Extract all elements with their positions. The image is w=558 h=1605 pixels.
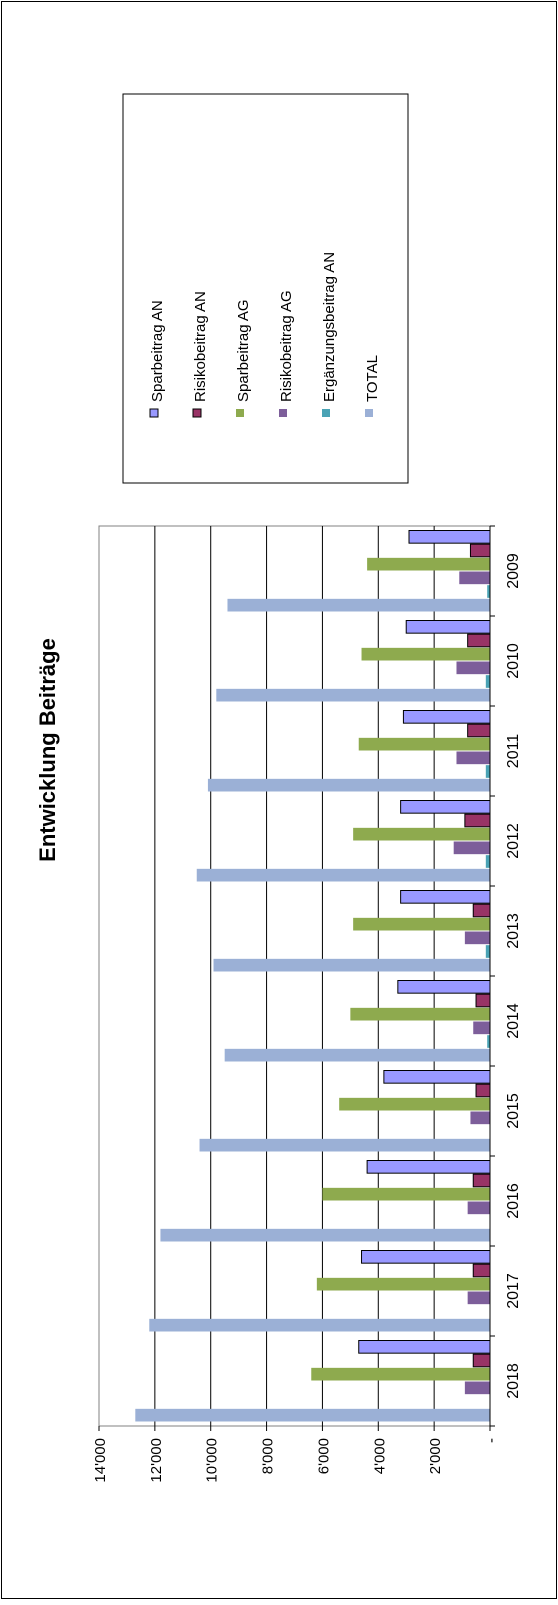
bar <box>408 530 491 544</box>
bar <box>473 1021 490 1035</box>
bar <box>485 675 490 688</box>
category-tick-label: 2015 <box>505 1093 522 1129</box>
legend-label: TOTAL <box>364 355 381 402</box>
value-tick-label: 12'000 <box>148 1438 165 1483</box>
bar <box>135 1408 491 1422</box>
category-tick-label: 2018 <box>505 1363 522 1399</box>
bar <box>475 993 491 1008</box>
bar <box>367 557 490 571</box>
bar <box>196 868 490 882</box>
bar <box>400 800 491 814</box>
bar <box>350 1007 490 1021</box>
bar <box>213 958 490 972</box>
category-tick-label: 2012 <box>505 823 522 859</box>
category-tick-label: 2016 <box>505 1183 522 1219</box>
bar <box>467 1291 490 1305</box>
bar <box>464 931 490 945</box>
value-tick-label: 14'000 <box>92 1438 109 1483</box>
bar <box>322 1187 490 1201</box>
legend-swatch <box>149 408 159 418</box>
bar <box>475 1083 491 1098</box>
value-tick-label: 8'000 <box>260 1438 277 1474</box>
legend-label: Sparbeitrag AG <box>235 299 252 402</box>
bar <box>353 917 490 931</box>
bar <box>456 751 490 765</box>
legend-swatch <box>279 409 287 417</box>
bar <box>470 1111 490 1125</box>
legend-swatch <box>192 408 202 418</box>
bar <box>485 855 490 868</box>
bars <box>135 530 491 1422</box>
bar <box>472 1173 491 1188</box>
value-tick-label: 2'000 <box>427 1438 444 1474</box>
legend: Sparbeitrag AN Risikobeitrag AN Sparbeitra… <box>122 93 409 484</box>
bar <box>207 778 490 792</box>
legend-label: Sparbeitrag AN <box>149 300 166 402</box>
bar <box>469 543 491 558</box>
chart-title: Entwicklung Beiträge <box>35 638 60 862</box>
legend-box <box>122 93 409 484</box>
category-tick-label: 2011 <box>505 734 522 769</box>
bar <box>472 1353 491 1368</box>
bar <box>311 1367 490 1381</box>
bar <box>216 688 491 702</box>
value-tick-label: - <box>483 1438 500 1443</box>
bar <box>472 1263 491 1278</box>
bar <box>339 1097 490 1111</box>
category-tick-label: 2017 <box>505 1273 522 1309</box>
bar <box>467 723 491 738</box>
legend-swatch <box>365 409 373 417</box>
bar <box>487 585 490 598</box>
bar <box>464 813 491 828</box>
bar <box>485 945 490 958</box>
bar <box>361 1250 491 1264</box>
value-tick-label: 6'000 <box>315 1438 332 1474</box>
bar <box>485 765 490 778</box>
bar <box>199 1138 491 1152</box>
bar <box>405 620 491 634</box>
bar <box>149 1318 490 1332</box>
value-tick-label: 4'000 <box>371 1438 388 1474</box>
legend-swatch <box>236 409 244 417</box>
bar <box>464 1381 490 1395</box>
category-tick-label: 2009 <box>505 553 522 589</box>
axes: - 2'000 4'000 6'000 8'000 10'000 12'000 14'000 2… <box>92 525 522 1483</box>
bar <box>224 1048 490 1062</box>
bar <box>358 1340 491 1354</box>
bar <box>227 598 490 612</box>
bar <box>361 647 490 661</box>
value-tick-label: 10'000 <box>204 1438 221 1483</box>
bar <box>467 633 491 648</box>
category-tick-label: 2014 <box>505 1003 522 1039</box>
bar <box>383 1070 491 1084</box>
legend-swatch <box>322 409 330 417</box>
bar <box>353 827 490 841</box>
bar <box>487 1035 490 1048</box>
legend-label: Risikobeitrag AN <box>192 291 209 402</box>
bar <box>160 1228 490 1242</box>
gridlines <box>154 526 435 1426</box>
bar <box>358 737 490 751</box>
legend-label: Risikobeitrag AG <box>278 290 295 402</box>
bar <box>366 1160 491 1174</box>
bar <box>472 903 491 918</box>
bar <box>397 980 491 994</box>
bar <box>459 571 490 585</box>
bar <box>456 661 490 675</box>
category-tick-label: 2013 <box>505 913 522 949</box>
bar <box>400 890 491 904</box>
bar <box>453 841 490 855</box>
bar <box>402 710 491 724</box>
bar <box>467 1201 490 1215</box>
bar <box>316 1277 490 1291</box>
plot-area <box>98 525 491 1427</box>
category-tick-label: 2010 <box>505 643 522 679</box>
legend-label: Ergänzungsbeitrag AN <box>321 252 338 402</box>
